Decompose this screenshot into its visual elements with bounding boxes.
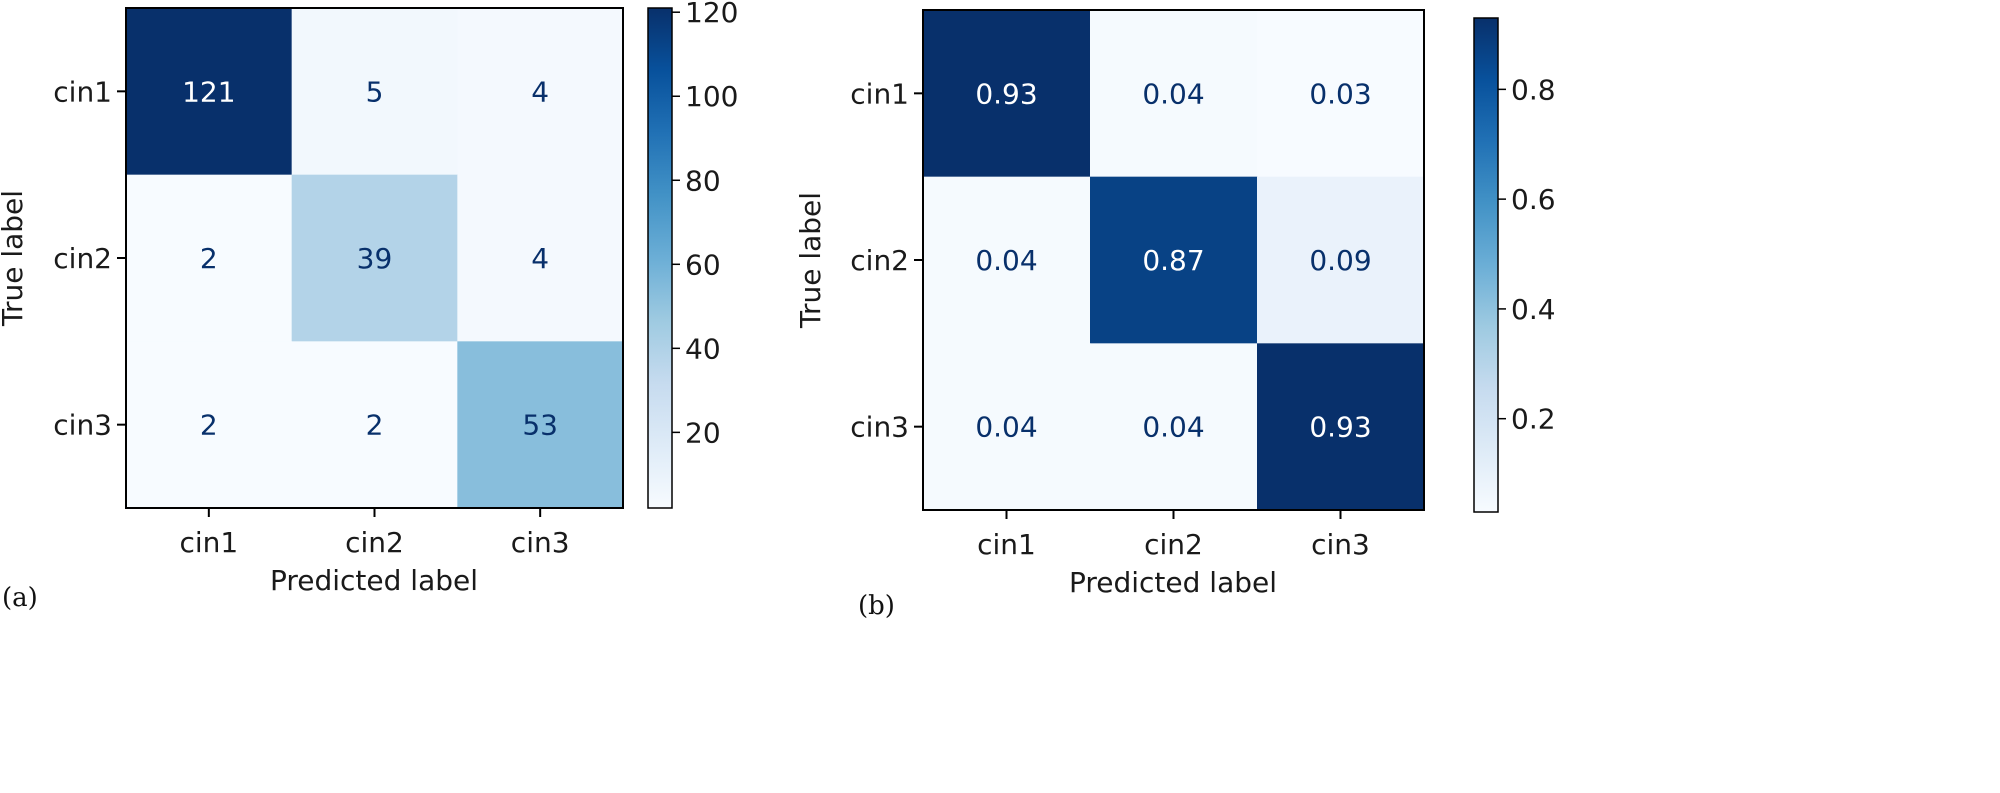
y-tick-label: cin3 — [850, 411, 909, 444]
colorbar-tick-label: 0.6 — [1511, 183, 1556, 216]
heatmap-cell — [126, 174, 293, 342]
colorbar-tick-label: 20 — [685, 416, 721, 449]
heatmap-cell — [457, 174, 624, 342]
cell-value-label: 4 — [531, 242, 549, 275]
cell-value-label: 0.04 — [975, 244, 1037, 277]
y-ticks-a: cin1 cin2 cin3 — [53, 75, 126, 442]
x-axis-label-b: Predicted label — [1069, 566, 1277, 599]
cell-value-label: 2 — [366, 409, 384, 442]
heatmap-cell — [291, 174, 458, 342]
y-tick-label: cin3 — [53, 409, 112, 442]
x-tick-label: cin3 — [511, 526, 570, 559]
colorbar-tick-label: 40 — [685, 332, 721, 365]
x-tick-label: cin3 — [1311, 528, 1370, 561]
cell-value-label: 2 — [200, 409, 218, 442]
cell-value-label: 121 — [182, 75, 235, 108]
heatmap-cells-a: 121 5 4 2 39 4 2 2 53 — [126, 8, 624, 509]
heatmap-cell — [457, 341, 624, 509]
colorbar-tick-label: 60 — [685, 248, 721, 281]
cell-value-label: 0.03 — [1309, 77, 1371, 110]
y-tick-label: cin2 — [850, 244, 909, 277]
cell-value-label: 0.09 — [1309, 244, 1371, 277]
heatmap-cell — [923, 176, 1091, 344]
x-axis-label-a: Predicted label — [270, 564, 478, 597]
cell-value-label: 0.04 — [1142, 77, 1204, 110]
cell-value-label: 0.87 — [1142, 244, 1204, 277]
panel-label-a: (a) — [2, 583, 38, 613]
heatmap-cell — [1090, 176, 1258, 344]
x-tick-label: cin2 — [345, 526, 404, 559]
cell-value-label: 4 — [531, 75, 549, 108]
confusion-matrix-a: 121 5 42 39 42 2 53 cin1 cin2 cin3 cin1cin2cin3 … — [0, 0, 738, 613]
cell-value-label: 0.93 — [975, 77, 1037, 110]
panel-label-b: (b) — [858, 591, 895, 621]
cell-value-label: 53 — [522, 409, 558, 442]
y-tick-label: cin1 — [850, 77, 909, 110]
y-ticks-b: cin1 cin2 cin3 — [850, 77, 923, 444]
heatmap-cell — [1257, 176, 1425, 344]
cell-value-label: 0.04 — [975, 411, 1037, 444]
heatmap-cells-b: 0.93 0.04 0.03 0.04 0.87 0.09 0.04 0.04 0.93 — [923, 10, 1425, 511]
colorbar-b — [1474, 18, 1498, 512]
heatmap-cell — [126, 8, 293, 176]
colorbar-tick-label: 80 — [685, 164, 721, 197]
colorbar-tick-label: 0.8 — [1511, 73, 1556, 106]
colorbar-tick-label: 0.2 — [1511, 403, 1556, 436]
heatmap-cell — [1257, 10, 1425, 178]
cell-value-label: 0.04 — [1142, 411, 1204, 444]
heatmap-cell — [126, 341, 293, 509]
heatmap-cell — [457, 8, 624, 176]
cell-value-label: 2 — [200, 242, 218, 275]
cell-value-label: 39 — [357, 242, 393, 275]
x-tick-label: cin1 — [977, 528, 1036, 561]
cell-value-label: 0.93 — [1309, 411, 1371, 444]
colorbar-a — [648, 8, 672, 508]
colorbar-frame-a — [647, 7, 673, 509]
colorbar-ticks-a: 20 40 60 80 100 120 — [672, 0, 738, 449]
colorbar-tick-label: 120 — [685, 0, 738, 29]
heatmap-cell — [1090, 343, 1258, 511]
heatmap-cell — [923, 10, 1091, 178]
heatmap-cell — [1090, 10, 1258, 178]
heatmap-cell — [923, 343, 1091, 511]
colorbar-tick-label: 0.4 — [1511, 293, 1556, 326]
y-tick-label: cin1 — [53, 75, 112, 108]
heatmap-cell — [291, 341, 458, 509]
colorbar-tick-label: 100 — [685, 80, 738, 113]
x-ticks-a: cin1 cin2 cin3 — [179, 508, 570, 559]
x-tick-label: cin1 — [179, 526, 238, 559]
heatmap-cell — [291, 8, 458, 176]
y-axis-label-a: True label — [0, 190, 29, 327]
y-axis-label-b: True label — [794, 192, 827, 329]
cell-value-label: 5 — [366, 75, 384, 108]
x-tick-label: cin2 — [1144, 528, 1203, 561]
colorbar-ticks-b: 0.2 0.4 0.6 0.8 — [1498, 73, 1556, 436]
y-tick-label: cin2 — [53, 242, 112, 275]
colorbar-frame-b — [1473, 17, 1499, 513]
confusion-matrix-b: 0.93 0.04 0.03 0.04 0.87 0.09 0.04 0.04 0.93 cin… — [794, 9, 1556, 621]
heatmap-cell — [1257, 343, 1425, 511]
x-ticks-b: cin1 cin2 cin3 — [977, 510, 1370, 561]
